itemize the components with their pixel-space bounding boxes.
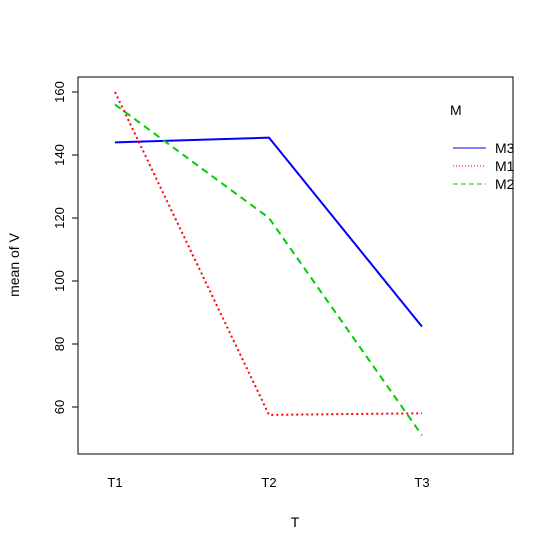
series-line-m3 xyxy=(114,136,423,328)
x-axis-title: T xyxy=(291,514,300,530)
y-tick-label: 160 xyxy=(52,81,67,103)
legend: M M3 M1 M2 xyxy=(450,102,515,192)
series-line-m2 xyxy=(114,103,423,436)
legend-label-m3: M3 xyxy=(495,140,515,156)
legend-label-m2: M2 xyxy=(495,176,515,192)
y-axis: 60 80 100 120 140 160 xyxy=(52,81,79,414)
series-layer xyxy=(114,91,423,436)
y-tick-label: 140 xyxy=(52,144,67,166)
plot-frame xyxy=(77,76,514,455)
legend-label-m1: M1 xyxy=(495,158,515,174)
y-tick-label: 80 xyxy=(52,337,67,351)
y-tick-label: 60 xyxy=(52,400,67,414)
x-tick-label: T2 xyxy=(261,475,276,490)
y-tick-label: 100 xyxy=(52,270,67,292)
legend-title: M xyxy=(450,102,462,118)
y-axis-title: mean of V xyxy=(6,232,22,296)
x-tick-label: T1 xyxy=(107,475,122,490)
x-tick-label: T3 xyxy=(414,475,429,490)
y-tick-label: 120 xyxy=(52,207,67,229)
x-axis: T1 T2 T3 xyxy=(107,475,429,490)
